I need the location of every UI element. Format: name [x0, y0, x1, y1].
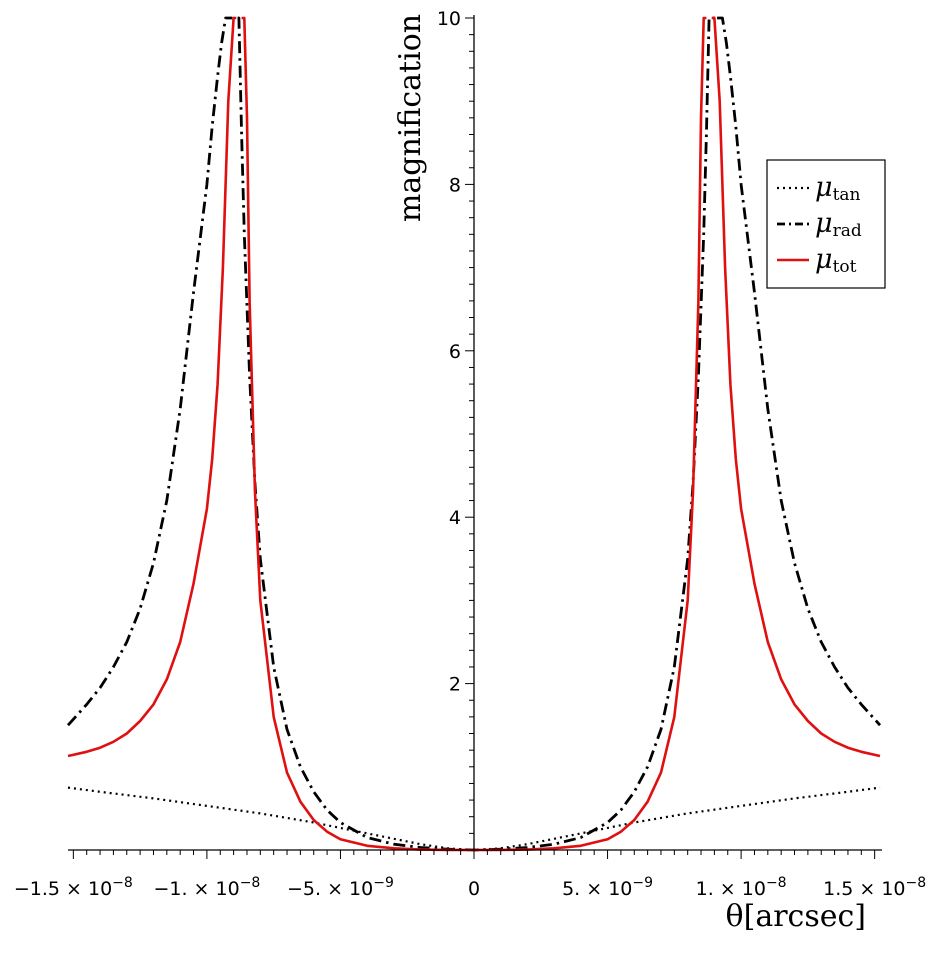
y-axis-title: magnification — [393, 14, 428, 222]
y-tick-label: 2 — [449, 674, 461, 696]
y-tick-label: 4 — [449, 507, 461, 529]
curves-layer — [66, 16, 882, 852]
legend-box — [766, 159, 886, 289]
x-tick-label: 5. × 10−9 — [562, 875, 653, 900]
legend-label-tan: μtan — [815, 172, 861, 205]
x-tick-label: −5. × 10−9 — [287, 875, 394, 900]
y-tick-label: 8 — [449, 174, 461, 196]
x-tick-label: −1.5 × 10−8 — [14, 875, 133, 900]
x-axis-title: θ[arcsec] — [726, 899, 866, 934]
x-tick-label: −1. × 10−8 — [153, 875, 260, 900]
ticks-layer: −1.5 × 10−8 −1. × 10−8 −5. × 10−9 0 5. × 10−… — [14, 8, 926, 900]
x-tick-label: 0 — [468, 878, 480, 900]
axes-layer — [68, 15, 882, 851]
x-tick-label: 1. × 10−8 — [696, 875, 787, 900]
y-tick-label: 6 — [449, 341, 461, 363]
legend-label-rad: μrad — [815, 208, 862, 241]
legend-label-tot: μtot — [815, 244, 857, 277]
y-tick-label: 10 — [437, 8, 461, 30]
x-tick-label: 1.5 × 10−8 — [823, 875, 926, 900]
